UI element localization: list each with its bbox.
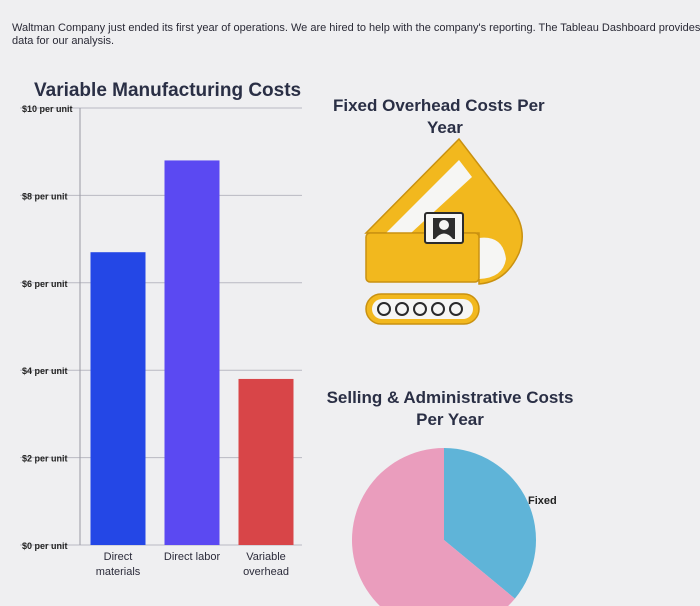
x-tick-label: overhead xyxy=(243,566,289,578)
y-tick-label: $2 per unit xyxy=(22,454,68,464)
sga-costs-title: Selling & Administrative Costs Per Year xyxy=(315,387,585,431)
y-tick-label: $4 per unit xyxy=(22,366,68,376)
excavator-icon xyxy=(364,137,523,325)
y-tick-label: $0 per unit xyxy=(22,541,68,551)
sga-pie-chart[interactable]: Fixed xyxy=(352,448,557,606)
variable-costs-bar-chart[interactable]: $10 per unit $8 per unit $6 per unit $4 per… xyxy=(20,104,302,578)
sga-title-line1: Selling & Administrative Costs xyxy=(326,388,574,407)
x-tick-label: Variable xyxy=(246,551,286,563)
bar xyxy=(238,378,294,545)
bar xyxy=(164,160,220,545)
x-tick-label: materials xyxy=(96,566,141,578)
bar xyxy=(90,252,146,545)
y-tick-label: $6 per unit xyxy=(22,279,68,289)
variable-costs-title: Variable Manufacturing Costs xyxy=(34,80,302,101)
x-tick-label: Direct xyxy=(104,551,133,563)
fixed-overhead-title-line1: Fixed Overhead Costs Per xyxy=(333,96,545,115)
y-tick-label: $8 per unit xyxy=(22,191,68,201)
pie-slice xyxy=(444,448,536,599)
fixed-overhead-title: Fixed Overhead Costs Per Year xyxy=(333,95,573,139)
y-tick-label: $10 per unit xyxy=(22,104,73,114)
fixed-overhead-title-line2: Year xyxy=(427,118,463,137)
pie-slice-label: Fixed xyxy=(528,495,557,507)
pie-slice xyxy=(352,448,515,606)
x-tick-label: Direct labor xyxy=(164,551,221,563)
intro-text: Waltman Company just ended its first yea… xyxy=(12,22,700,47)
sga-title-line2: Per Year xyxy=(416,410,484,429)
